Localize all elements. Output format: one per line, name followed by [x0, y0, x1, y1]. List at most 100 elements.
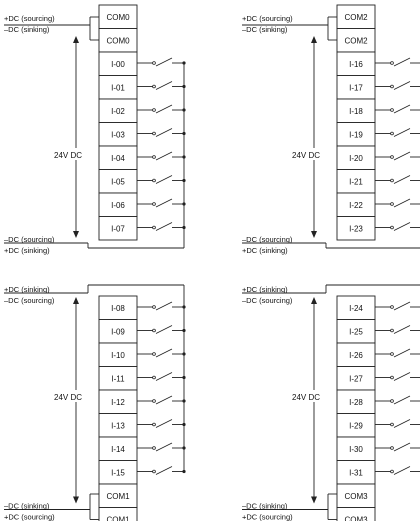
switch-blade [393, 325, 411, 334]
switch-contact [152, 61, 156, 65]
com-terminal-label: COM1 [106, 516, 130, 521]
input-terminal-label: I-18 [349, 107, 363, 116]
input-terminal-label: I-05 [111, 178, 125, 187]
input-terminal-label: I-14 [111, 445, 125, 454]
switch-blade [155, 151, 173, 161]
input-terminal-label: I-17 [349, 84, 363, 93]
bottom-supply-label: +DC (sinking) [4, 246, 50, 255]
switch-blade [393, 175, 411, 184]
switch-contact [390, 155, 394, 159]
input-terminal-label: I-31 [349, 469, 363, 478]
bottom-supply-label: –DC (sourcing) [242, 235, 293, 244]
voltage-label: 24V DC [54, 151, 82, 160]
switch-blade [393, 372, 411, 381]
switch-blade [155, 81, 173, 90]
switch-contact [390, 305, 394, 309]
switch-contact [152, 446, 156, 450]
arrowhead-down [73, 496, 79, 504]
input-terminal-label: I-25 [349, 328, 363, 337]
input-terminal-label: I-29 [349, 422, 363, 431]
input-terminal-label: I-26 [349, 351, 363, 360]
switch-blade [393, 348, 411, 358]
input-terminal-label: I-23 [349, 225, 363, 234]
arrowhead-up [311, 297, 317, 304]
input-terminal-label: I-13 [111, 422, 125, 431]
switch-contact [152, 352, 156, 356]
bottom-supply-label: +DC (sourcing) [242, 513, 293, 521]
input-terminal-label: I-04 [111, 154, 125, 163]
input-terminal-label: I-19 [349, 131, 363, 140]
switch-contact [390, 422, 394, 427]
switch-contact [152, 399, 156, 403]
switch-contact [152, 225, 156, 230]
input-terminal-label: I-01 [111, 84, 125, 93]
switch-blade [155, 128, 173, 137]
input-terminal-label: I-10 [111, 351, 125, 360]
top-supply-label: +DC (sinking) [4, 285, 50, 294]
input-terminal-label: I-16 [349, 60, 363, 69]
switch-contact [390, 84, 394, 89]
switch-blade [155, 395, 173, 405]
top-supply-label: +DC (sourcing) [242, 14, 293, 23]
switch-contact [390, 131, 394, 136]
switch-blade [155, 301, 173, 311]
switch-contact [390, 469, 394, 474]
com-terminal-label: COM1 [106, 492, 130, 501]
voltage-label-bg [52, 390, 96, 402]
input-terminal [336, 216, 376, 241]
input-terminal-label: I-27 [349, 375, 363, 384]
switch-blade [155, 198, 173, 208]
switch-blade [393, 128, 411, 137]
input-terminal-label: I-28 [349, 398, 363, 407]
switch-contact [390, 399, 394, 403]
top-supply-label: +DC (sourcing) [4, 14, 55, 23]
input-terminal-label: I-22 [349, 201, 363, 210]
switch-blade [155, 222, 173, 231]
arrowhead-down [73, 231, 79, 238]
switch-blade [393, 395, 411, 405]
input-terminal-label: I-09 [111, 328, 125, 337]
input-terminal-label: I-15 [111, 469, 125, 478]
input-terminal-label: I-07 [111, 225, 125, 234]
switch-blade [155, 325, 173, 334]
wiring-block: +DC (sinking) –DC (sourcing) I-24 I-25 I-26 I… [242, 284, 420, 521]
input-terminal [98, 216, 138, 241]
arrowhead-down [311, 231, 317, 238]
switch-contact [152, 328, 156, 333]
switch-blade [393, 198, 411, 208]
input-terminal-label: I-00 [111, 60, 125, 69]
switch-blade [155, 348, 173, 358]
input-terminal-label: I-11 [111, 375, 125, 384]
top-supply-label: –DC (sourcing) [4, 296, 55, 305]
switch-blade [393, 442, 411, 452]
wiring-block: +DC (sinking) –DC (sourcing) I-08 I-09 I-10 I… [4, 284, 186, 521]
top-supply-label: +DC (sinking) [242, 285, 288, 294]
switch-blade [155, 57, 173, 67]
com-terminal-label: COM2 [344, 37, 368, 46]
voltage-label: 24V DC [54, 393, 82, 402]
switch-contact [390, 61, 394, 65]
wiring-block: COM2 COM2 I-16 I-17 I-18 I-19 I-20 I-21 I-22 I-23… [242, 4, 420, 255]
wiring-block: COM0 COM0 I-00 I-01 I-02 I-03 I-04 I-05 I-06 I-07… [4, 4, 186, 255]
arrowhead-up [311, 36, 317, 43]
switch-blade [393, 419, 411, 428]
switch-contact [390, 178, 394, 183]
switch-contact [390, 108, 394, 112]
com-terminal-label: COM0 [106, 13, 130, 22]
input-terminal-label: I-03 [111, 131, 125, 140]
switch-blade [393, 222, 411, 231]
arrowhead-down [311, 496, 317, 504]
switch-contact [152, 108, 156, 112]
com-terminal-label: COM3 [344, 516, 368, 521]
switch-contact [152, 84, 156, 89]
bottom-supply-label: +DC (sinking) [242, 246, 288, 255]
input-terminal-label: I-08 [111, 304, 125, 313]
switch-contact [152, 131, 156, 136]
switch-blade [393, 81, 411, 90]
input-terminal-label: I-02 [111, 107, 125, 116]
com-terminal-label: COM0 [106, 37, 130, 46]
switch-blade [155, 372, 173, 381]
voltage-label-bg [290, 148, 334, 160]
switch-contact [390, 375, 394, 380]
